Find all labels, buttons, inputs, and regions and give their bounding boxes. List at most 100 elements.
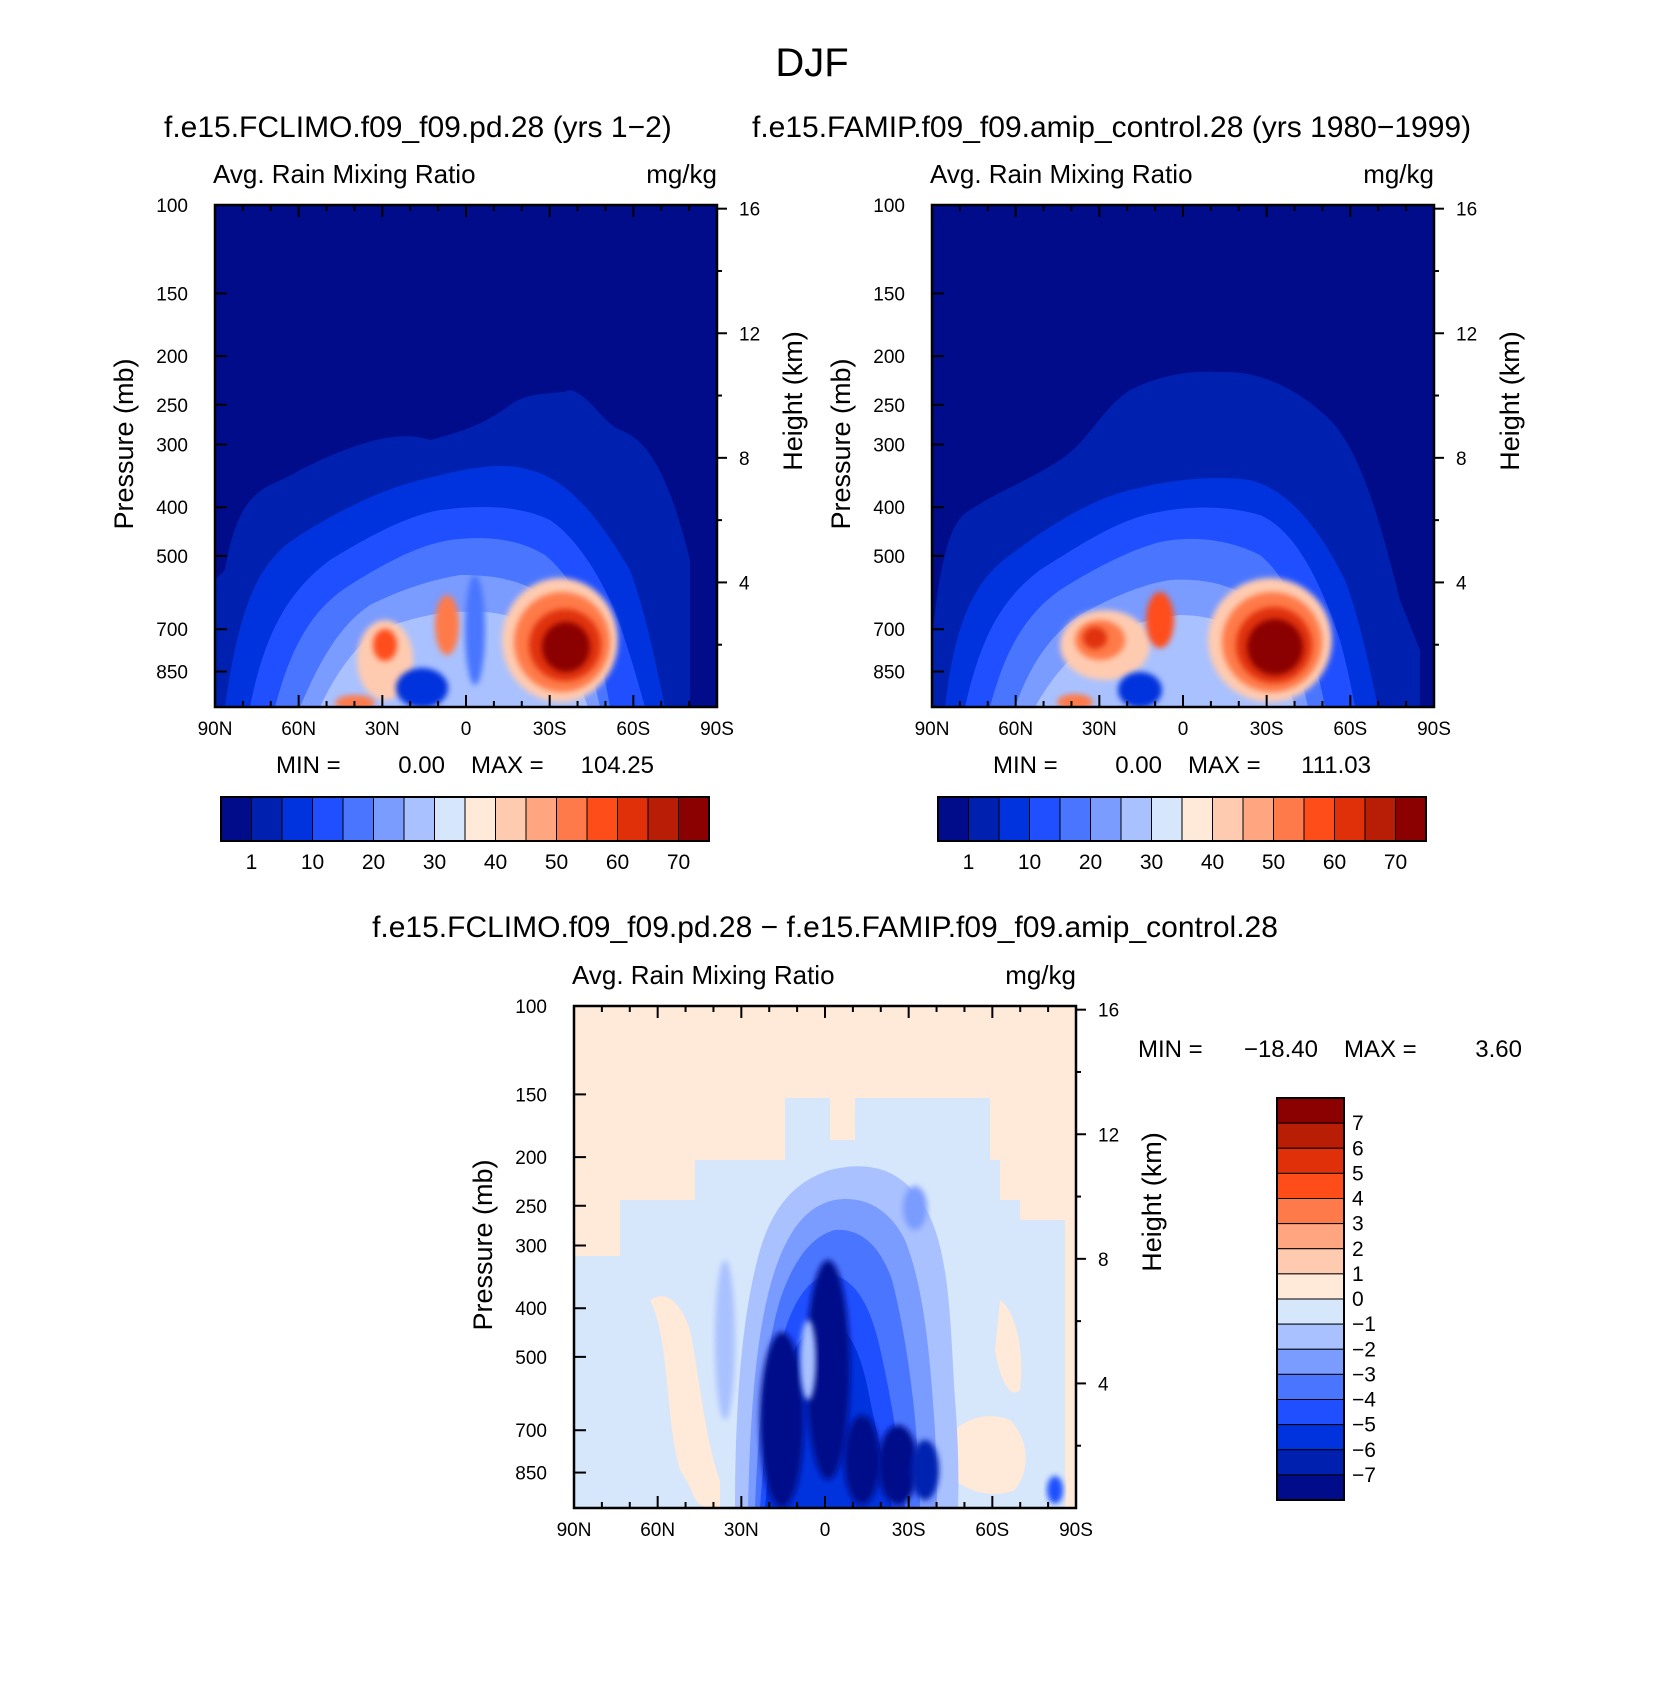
colorbar-swatch [1303,796,1335,842]
colorbar-swatch [998,796,1030,842]
colorbar-swatch [1273,796,1305,842]
height-tick-label: 8 [1456,449,1467,470]
colorbar-label: −4 [1352,1389,1376,1412]
y-tick-label: 200 [873,347,905,368]
panel-left-variable-label: Avg. Rain Mixing Ratio [213,159,476,189]
colorbar-label: 0 [1352,1288,1364,1311]
contour-fill [800,1320,816,1400]
colorbar-swatch [1276,1097,1345,1124]
colorbar-swatch [251,796,283,842]
colorbar-swatch [1181,796,1213,842]
colorbar-swatch [1059,796,1091,842]
contour-fill [1047,1476,1063,1504]
y-tick-label: 250 [515,1197,547,1218]
colorbar-label: 6 [1352,1137,1364,1160]
colorbar-swatch [1212,796,1244,842]
colorbar-swatch [1276,1348,1345,1375]
x-tick-label: 90S [700,719,734,740]
colorbar-swatch [1151,796,1183,842]
panel-right-variable-label: Avg. Rain Mixing Ratio [930,159,1193,189]
contour-fill [1247,619,1303,675]
colorbar-label: 30 [1140,851,1163,874]
colorbar-swatch [1029,796,1061,842]
height-tick-label: 12 [1098,1125,1119,1146]
panel-left-max-label: MAX = [471,752,544,779]
y-tick-label: 150 [156,284,188,305]
colorbar-swatch [1276,1172,1345,1199]
panel-left-colorbar: 1 10 20 30 40 50 60 70 [220,796,710,874]
colorbar-swatch [1334,796,1366,842]
colorbar-swatch [556,796,588,842]
x-tick-label: 30S [533,719,567,740]
contour-fill [844,1415,880,1505]
x-tick-label: 60S [975,1520,1009,1541]
x-tick-label: 60S [1333,719,1367,740]
colorbar-label: −3 [1352,1363,1376,1386]
colorbar-label: −6 [1352,1439,1376,1462]
x-tick-label: 30N [724,1520,759,1541]
contour-fill [878,1425,918,1505]
colorbar-swatch [1276,1399,1345,1426]
colorbar-label: 7 [1352,1112,1364,1135]
contour-fill [995,1300,1022,1393]
colorbar-label: −1 [1352,1313,1376,1336]
y-axis-label: Pressure (mb) [826,358,856,529]
y-tick-label: 500 [156,547,188,568]
colorbar-label: 60 [606,851,629,874]
panel-right-max-value: 111.03 [1301,752,1371,779]
y-tick-label: 700 [515,1421,547,1442]
y-axis-label-right: Height (km) [1495,331,1525,471]
colorbar-frame [220,796,710,842]
y-tick-label: 400 [873,498,905,519]
colorbar-swatch [1276,1323,1345,1350]
colorbar-swatch [403,796,435,842]
colorbar-swatch [312,796,344,842]
y-tick-label: 500 [873,547,905,568]
y-tick-label: 700 [873,620,905,641]
colorbar-label: 30 [423,851,446,874]
y-axis-label-right: Height (km) [1137,1132,1167,1272]
y-axis-label: Pressure (mb) [468,1159,498,1330]
y-tick-label: 300 [156,436,188,457]
colorbar-label: −7 [1352,1464,1376,1487]
x-tick-label: 30S [892,1520,926,1541]
panel-diff-min-value: −18.40 [1244,1036,1318,1063]
panel-diff: f.e15.FCLIMO.f09_f09.pd.28 − f.e15.FAMIP… [372,911,1522,1541]
y-tick-label: 850 [873,663,905,684]
x-tick-label: 60N [640,1520,675,1541]
colorbar-swatch [373,796,405,842]
y-tick-label: 300 [515,1237,547,1258]
y-tick-label: 150 [873,284,905,305]
panel-diff-units-label: mg/kg [1005,960,1076,990]
colorbar-swatch [1276,1474,1345,1501]
colorbar-swatch [968,796,1000,842]
colorbar-label: 20 [362,851,385,874]
colorbar-swatch [1090,796,1122,842]
colorbar-swatch [1276,1147,1345,1174]
y-tick-label: 400 [156,498,188,519]
panel-right-min-label: MIN = [993,752,1058,779]
colorbar-label: 5 [1352,1162,1364,1185]
height-tick-label: 16 [1456,200,1477,221]
colorbar-swatch [937,796,969,842]
x-tick-label: 90N [557,1520,592,1541]
y-tick-label: 150 [515,1085,547,1106]
colorbar-frame [1276,1097,1345,1501]
colorbar-label: 2 [1352,1238,1364,1261]
colorbar-frame [937,796,1427,842]
y-tick-label: 850 [156,663,188,684]
colorbar-label: 1 [246,851,258,874]
panel-right-plot-area [932,205,1434,707]
y-tick-label: 400 [515,1299,547,1320]
height-tick-label: 4 [1098,1374,1109,1395]
colorbar-swatch [1276,1122,1345,1149]
colorbar-label: 40 [484,851,507,874]
contour-fill [1083,627,1107,649]
contour-fill [650,1296,720,1508]
height-tick-label: 4 [1456,573,1467,594]
colorbar-label: 40 [1201,851,1224,874]
y-tick-label: 200 [515,1148,547,1169]
y-tick-label: 100 [156,196,188,217]
